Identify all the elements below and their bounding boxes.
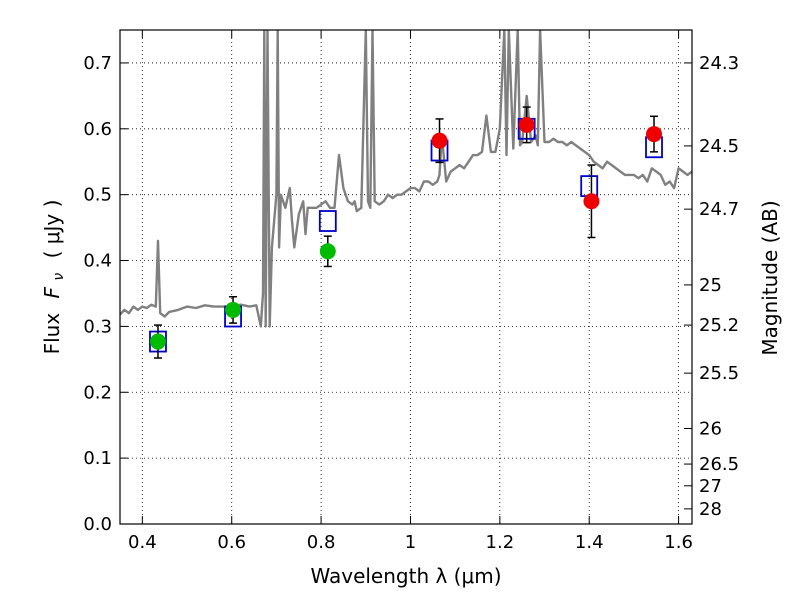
x-tick-label: 1.2 [486,532,515,553]
plot-frame [119,29,693,525]
observed-point [583,193,600,210]
y-tick-label: 0.0 [83,514,112,535]
y-tick-label: 0.2 [83,382,112,403]
y-axis-label-flux: Flux [40,313,64,355]
mag-tick-label: 25 [699,275,722,296]
grid-lines [120,30,692,525]
model-spectrum-line [120,30,692,328]
y-tick-label: 0.1 [83,448,112,469]
x-tick-label: 0.6 [217,532,246,553]
observed-point [225,301,242,318]
mag-tick-label: 24.3 [699,53,739,74]
y-tick-label: 0.6 [83,119,112,140]
mag-tick-label: 24.5 [699,136,739,157]
x-tick-label: 1 [405,532,416,553]
mag-tick-label: 24.7 [699,199,739,220]
observed-point [431,132,448,149]
mag-tick-label: 27 [699,476,722,497]
y-axis-label-subscript: ν [51,273,67,281]
y-axis-label-unit: ( μJy ) [40,200,64,259]
model-box-point [318,210,337,232]
mag-tick-label: 25.5 [699,363,739,384]
mag-tick-label: 28 [699,499,722,520]
y-tick-label: 0.7 [83,53,112,74]
x-axis-label: Wavelength λ (μm) [310,564,501,588]
x-tick-label: 1.4 [575,532,604,553]
y2-axis-label: Magnitude (AB) [758,200,782,355]
observed-point [518,116,535,133]
y-axis-label-symbol: F [40,286,64,298]
x-tick-label: 1.6 [664,532,693,553]
mag-tick-label: 25.2 [699,315,739,336]
plot-area [120,30,692,359]
y-tick-label: 0.3 [83,316,112,337]
observed-point [646,126,663,143]
mag-tick-label: 26 [699,418,722,439]
mag-tick-label: 26.5 [699,454,739,475]
observed-point [319,243,336,260]
observed-point [149,333,166,350]
y-axis-label: Flux F ν ( μJy ) [40,200,68,355]
x-tick-label: 0.8 [307,532,336,553]
x-tick-label: 0.4 [128,532,157,553]
y-tick-label: 0.5 [83,185,112,206]
axis-ticks: 0.4 0.6 0.8 1 1.2 1.4 1.6 0.0 0.1 0.2 0.3 0.4 0.5 0.6… [83,30,739,553]
y-tick-label: 0.4 [83,251,112,272]
